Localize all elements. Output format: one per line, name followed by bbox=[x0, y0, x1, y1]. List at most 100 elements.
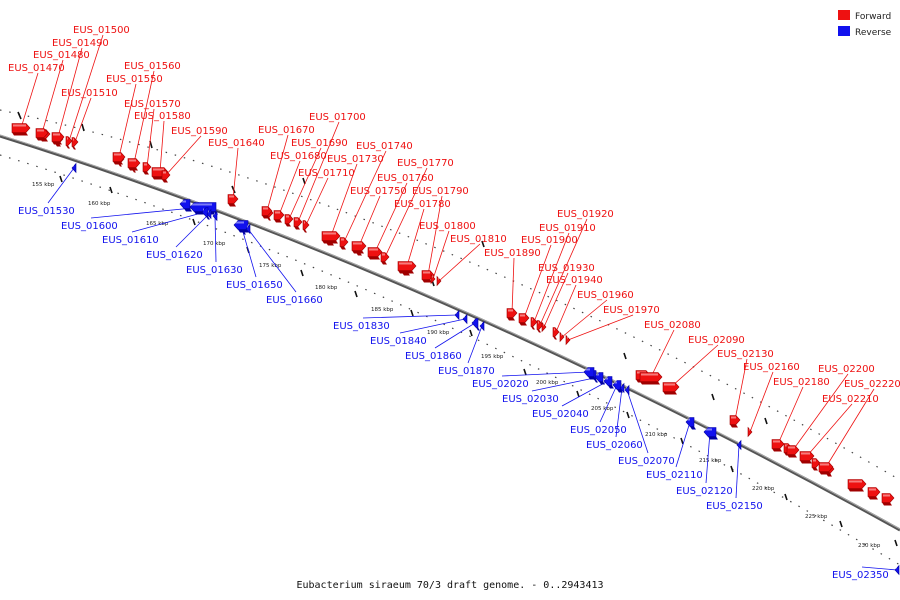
gene-label: EUS_02130 bbox=[717, 349, 774, 360]
gene-glyph bbox=[351, 241, 367, 254]
leader-line bbox=[567, 314, 634, 341]
gene-glyph bbox=[397, 261, 417, 274]
leader-line bbox=[531, 376, 600, 392]
gene-label: EUS_01710 bbox=[298, 168, 355, 179]
leader-line bbox=[861, 566, 898, 571]
leader-line bbox=[74, 97, 92, 143]
leader-line bbox=[358, 195, 381, 247]
leader-line bbox=[146, 108, 155, 168]
gene-label: EUS_02120 bbox=[676, 486, 733, 497]
leader-line bbox=[438, 243, 481, 282]
gene-label: EUS_01690 bbox=[291, 138, 348, 149]
leader-line bbox=[118, 83, 137, 158]
gene-label: EUS_01910 bbox=[539, 223, 596, 234]
leader-line bbox=[384, 167, 428, 258]
gene-glyph bbox=[662, 382, 680, 395]
leader-line bbox=[68, 34, 104, 142]
tick-label: 195 kbp bbox=[481, 354, 504, 360]
gene-label: EUS_01830 bbox=[333, 321, 390, 332]
leader-line bbox=[434, 322, 476, 349]
leader-line bbox=[175, 213, 210, 248]
gene-label: EUS_01630 bbox=[186, 265, 243, 276]
leader-line bbox=[539, 218, 588, 326]
tick-label: 185 kbp bbox=[371, 307, 394, 313]
gene-glyph bbox=[530, 317, 538, 330]
gene-glyph bbox=[51, 132, 65, 145]
gene-glyph bbox=[179, 199, 192, 212]
leader-line bbox=[232, 147, 239, 200]
gene-glyph bbox=[302, 220, 310, 233]
tick-label: 220 kbp bbox=[752, 486, 775, 492]
gene-label: EUS_01770 bbox=[397, 158, 454, 169]
gene-label: EUS_01750 bbox=[350, 186, 407, 197]
gene-label: EUS_01680 bbox=[270, 151, 327, 162]
leader-line bbox=[399, 318, 466, 334]
leader-line bbox=[806, 403, 853, 457]
gene-glyph bbox=[729, 415, 741, 428]
gene-label: EUS_02030 bbox=[502, 394, 559, 405]
leader-line bbox=[305, 177, 329, 226]
tick-label: 225 kbp bbox=[805, 514, 828, 520]
leader-line bbox=[288, 147, 322, 220]
leader-line bbox=[343, 150, 387, 243]
gene-glyph bbox=[479, 320, 486, 334]
gene-label: EUS_02180 bbox=[773, 377, 830, 388]
gene-glyph bbox=[506, 308, 518, 321]
gene-label: EUS_01650 bbox=[226, 280, 283, 291]
leader-line bbox=[561, 380, 609, 407]
gene-label: EUS_01700 bbox=[309, 112, 366, 123]
gene-label: EUS_01800 bbox=[419, 221, 476, 232]
tick-label: 180 kbp bbox=[315, 285, 338, 291]
gene-label: EUS_01860 bbox=[405, 351, 462, 362]
gene-glyph bbox=[273, 210, 285, 223]
gene-glyph bbox=[867, 487, 881, 500]
leader-line bbox=[20, 72, 39, 129]
gene-glyph bbox=[206, 208, 213, 222]
gene-glyph bbox=[894, 564, 900, 576]
gene-label: EUS_01780 bbox=[394, 199, 451, 210]
leader-line bbox=[626, 389, 649, 454]
gene-label: EUS_01970 bbox=[603, 305, 660, 316]
gene-label: EUS_01670 bbox=[258, 125, 315, 136]
gene-label: EUS_01590 bbox=[171, 126, 228, 137]
tick-label: 215 kbp bbox=[699, 458, 722, 464]
leader-line bbox=[825, 388, 875, 468]
leader-line bbox=[47, 167, 75, 204]
gene-label: EUS_02160 bbox=[743, 362, 800, 373]
gene-glyph bbox=[454, 309, 461, 323]
forward-tick-marks bbox=[17, 111, 768, 425]
gene-glyph bbox=[747, 426, 753, 440]
leader-line bbox=[432, 230, 450, 280]
leader-line bbox=[41, 59, 64, 134]
gene-glyph bbox=[436, 275, 442, 289]
gene-glyph bbox=[603, 376, 614, 389]
gene-glyph bbox=[127, 158, 141, 171]
gene-glyph bbox=[112, 152, 126, 165]
gene-label: EUS_01870 bbox=[438, 366, 495, 377]
gene-glyph bbox=[565, 334, 571, 348]
gene-label: EUS_01570 bbox=[124, 99, 181, 110]
leader-line bbox=[650, 329, 675, 378]
leader-line bbox=[734, 358, 748, 421]
gene-glyph bbox=[245, 223, 252, 237]
gene-glyph bbox=[430, 273, 436, 287]
gene-glyph bbox=[142, 162, 152, 175]
gene-glyph bbox=[818, 462, 834, 475]
gene-label: EUS_02060 bbox=[586, 440, 643, 451]
gene-label: EUS_02150 bbox=[706, 501, 763, 512]
leader-line bbox=[615, 387, 623, 438]
gene-glyph bbox=[71, 162, 78, 176]
gene-glyphs bbox=[11, 123, 900, 576]
leader-line bbox=[561, 299, 608, 338]
legend-reverse-swatch bbox=[838, 26, 850, 36]
tick-label: 160 kbp bbox=[88, 201, 111, 207]
gene-label: EUS_01740 bbox=[356, 141, 413, 152]
gene-glyph bbox=[212, 210, 219, 224]
leader-line bbox=[247, 228, 297, 293]
gene-label: EUS_02090 bbox=[688, 335, 745, 346]
leader-line bbox=[777, 386, 804, 445]
gene-label: EUS_02110 bbox=[646, 470, 703, 481]
gene-glyph bbox=[619, 382, 626, 396]
genome-backbone bbox=[0, 134, 900, 532]
